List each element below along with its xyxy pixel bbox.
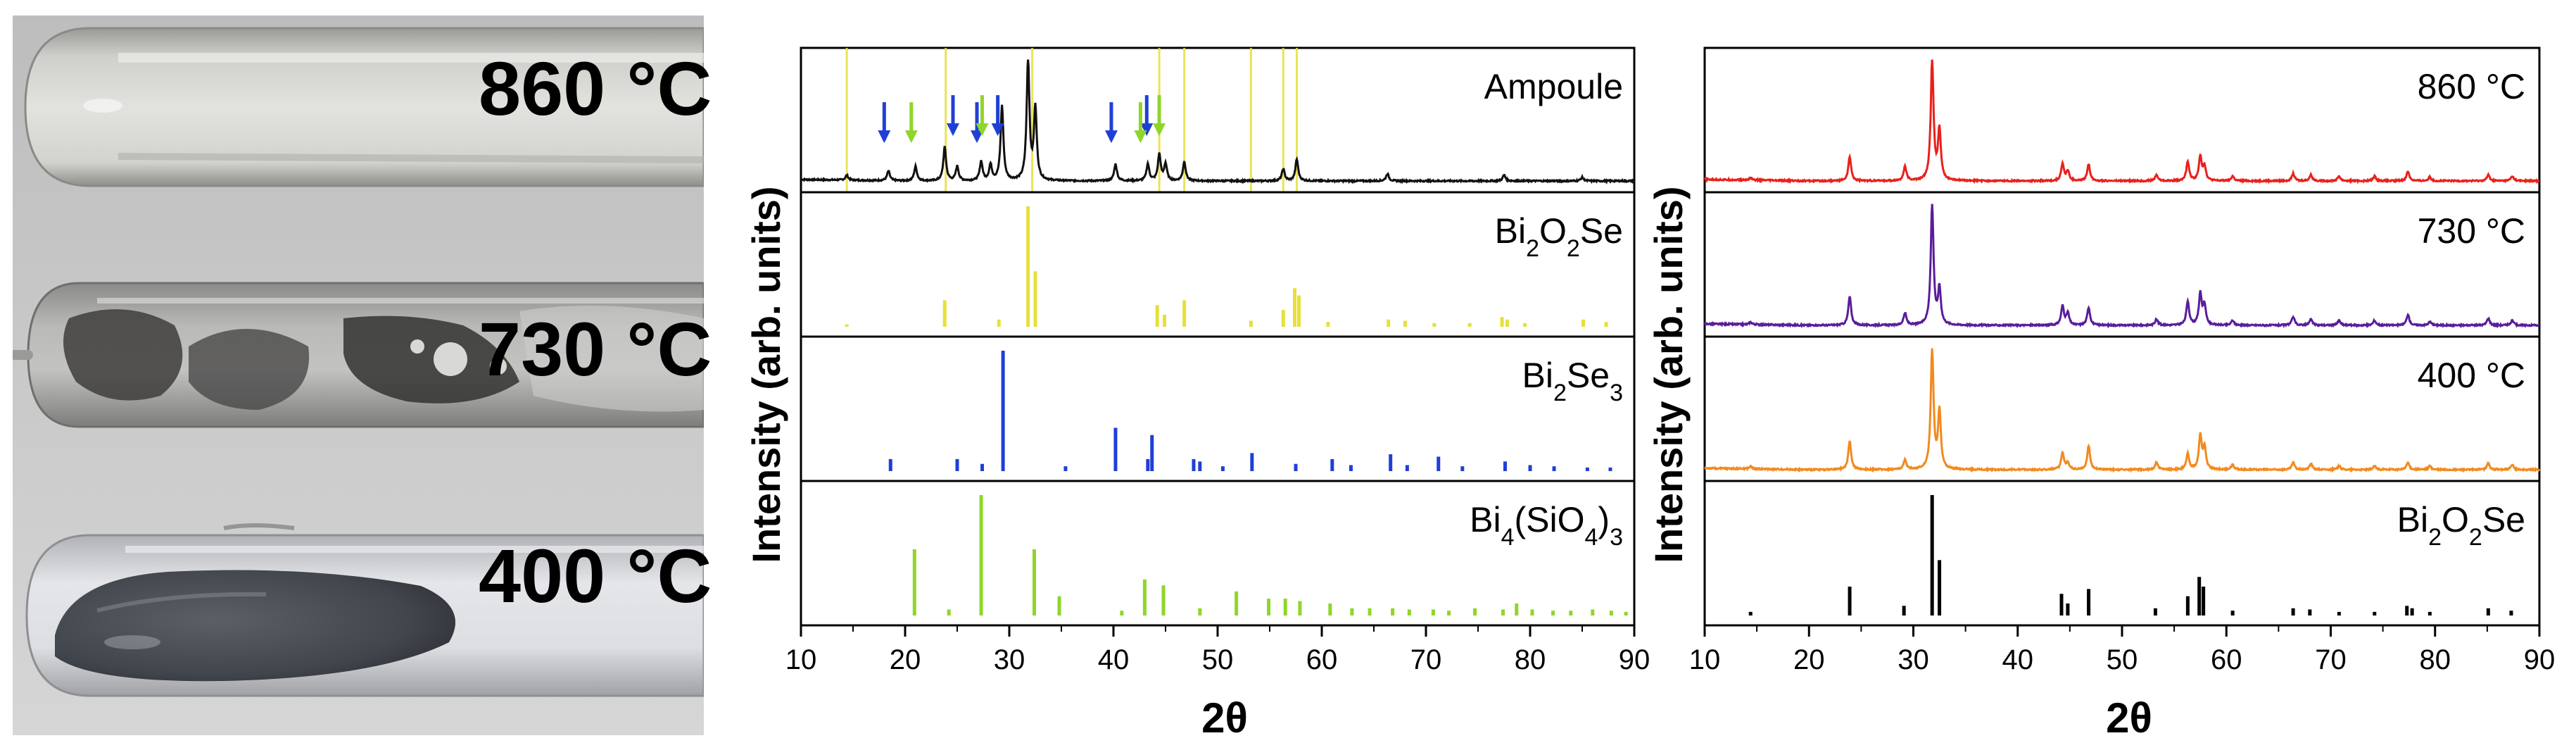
chart1-bi4sio43-arrow-head (1134, 130, 1147, 144)
ampoule-tube-730 (9, 282, 705, 428)
chart1-bi2se3-arrow-head (878, 130, 891, 144)
chart1-x-tick-label: 40 (1098, 644, 1130, 675)
chart1-x-tick-label: 80 (1515, 644, 1546, 675)
chart1-plot-area: Ampoule Bi2O2Se Bi2Se3 Bi4(SiO4)3 (800, 46, 1636, 627)
temp-label-860: 860 °C (479, 46, 712, 131)
chart1-series-label-bi4-sio4-3: Bi4(SiO4)3 (1470, 500, 1623, 551)
ampoule-tube-400 (25, 523, 705, 697)
chart1-x-tick-label: 60 (1306, 644, 1338, 675)
chart1-series-bi2se3: Bi2Se3 (888, 351, 1623, 471)
temp-label-400: 400 °C (479, 533, 712, 618)
chart1-series-label-ampoule: Ampoule (1484, 67, 1623, 106)
ampoule-tube-860 (24, 27, 705, 187)
chart1-x-axis-title: 2θ (1201, 694, 1248, 742)
chart1-x-tick-label: 70 (1410, 644, 1442, 675)
chart1-series-ampoule: Ampoule (800, 48, 1636, 192)
chart1-bi2se3-arrow-head (1140, 123, 1154, 137)
chart1-x-tick-label: 10 (785, 644, 817, 675)
chart1-bi4sio43-arrow-head (904, 130, 918, 144)
ampoule-photo (9, 15, 705, 735)
chart1-bi2se3-arrow-head (947, 123, 959, 137)
chart1-bi2se3-arrow-head (1104, 130, 1118, 144)
chart1-series-label-bi2o2se: Bi2O2Se (1495, 211, 1623, 262)
chart1-series-bi4-sio4-3: Bi4(SiO4)3 (912, 495, 1628, 615)
chart1-bi4sio43-arrow-head (1153, 123, 1166, 137)
chart1-y-axis-title: Intensity (arb. units) (744, 186, 788, 563)
chart1-x-tick-label: 30 (994, 644, 1025, 675)
chart1-x-axis: 10 20 30 40 50 60 70 80 90 (785, 625, 1650, 675)
chart1-series-bi2o2se: Bi2O2Se (845, 206, 1623, 327)
chart1-bi2se3-arrow-head (991, 123, 1004, 137)
chart1-x-tick-label: 20 (890, 644, 921, 675)
temp-label-730: 730 °C (479, 306, 712, 392)
chart1-pattern-line (800, 59, 1636, 185)
chart1-x-tick-label: 90 (1619, 644, 1650, 675)
chart1-series-label-bi2se3: Bi2Se3 (1522, 356, 1623, 406)
chart1-bi2se3-arrow-head (971, 130, 984, 144)
ampoule-photo-panel: 860 °C 730 °C 400 °C (9, 15, 712, 735)
chart1-bi4sio43-arrow-head (976, 123, 989, 137)
chart1-x-tick-label: 50 (1202, 644, 1234, 675)
